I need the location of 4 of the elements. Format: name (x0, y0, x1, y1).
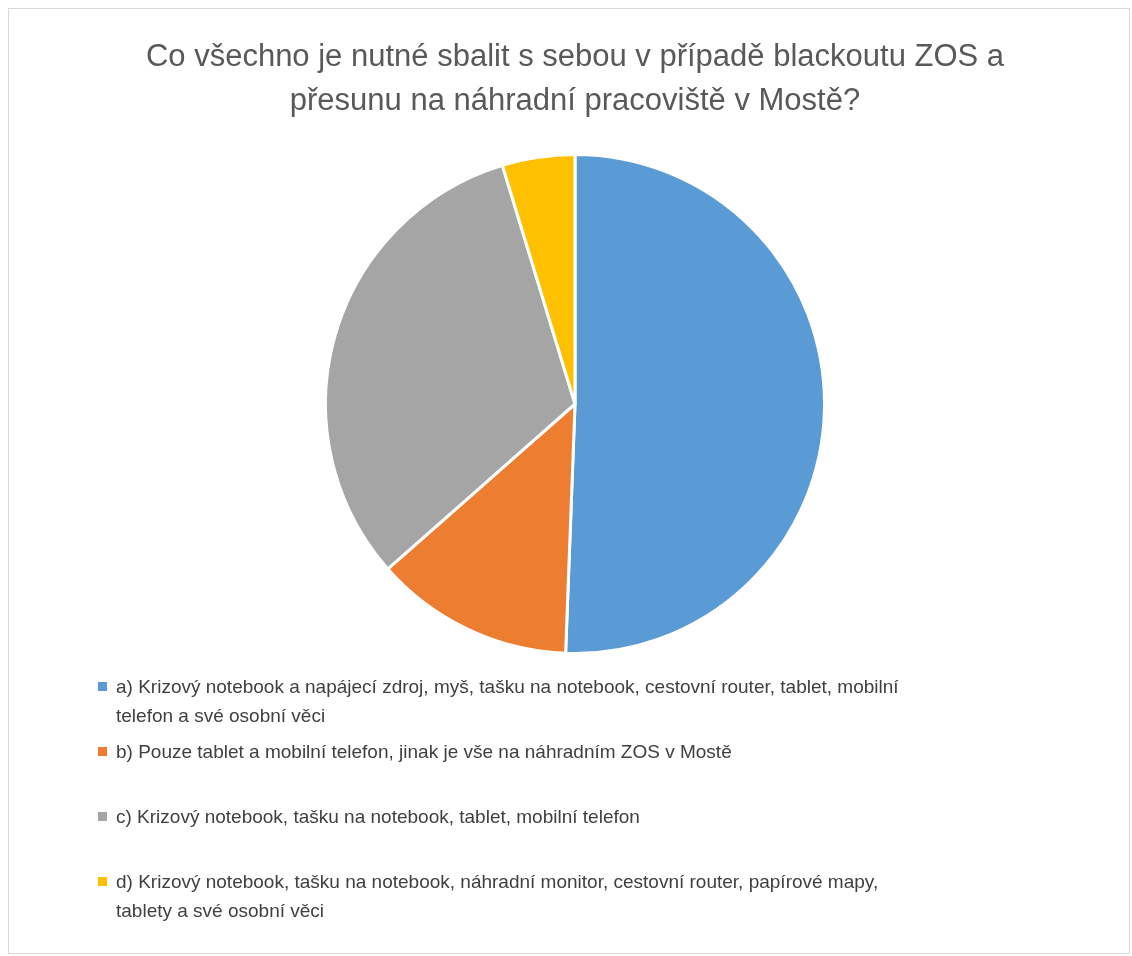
legend-label: d) Krizový notebook, tašku na notebook, náhradní monitor, cestovní router, papírové mapy, tablety a své osobní věci (116, 870, 880, 923)
chart-title: Co všechno je nutné sbalit s sebou v případě blackoutu ZOS a přesunu na náhradní pracoviště v Mostě? (144, 37, 1006, 119)
legend-label: c) Krizový notebook, tašku na notebook, tablet, mobilní telefon (116, 805, 640, 829)
legend-label: b) Pouze tablet a mobilní telefon, jinak je vše na náhradním ZOS v Mostě (116, 740, 732, 764)
